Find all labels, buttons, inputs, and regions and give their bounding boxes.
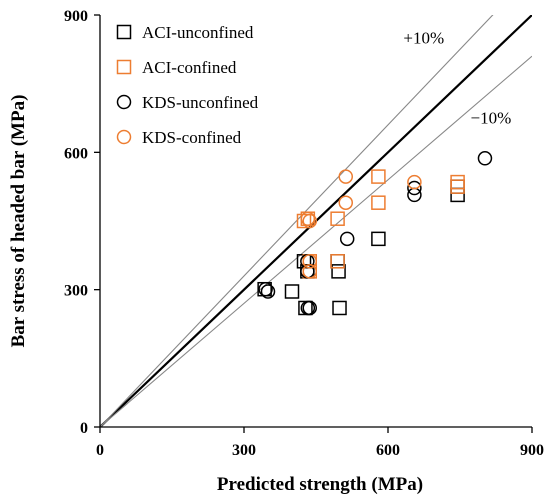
data-point-1-8 — [450, 179, 465, 194]
legend-label-0: ACI-unconfined — [142, 23, 254, 42]
data-point-3-0 — [300, 211, 316, 226]
reference-line-upper-bound — [100, 15, 494, 427]
data-point-3-5 — [338, 195, 354, 210]
legend: ACI-unconfined ACI-confined KDS-unconfined… — [116, 23, 259, 147]
x-tick-label: 0 — [96, 442, 104, 459]
y-axis-title: Bar stress of headed bar (MPa) — [8, 95, 29, 348]
data-point-0-5 — [330, 254, 345, 269]
data-point-0-1 — [284, 284, 300, 299]
legend-label-2: KDS-unconfined — [142, 93, 259, 112]
upper-bound-label: +10% — [403, 28, 444, 47]
legend-marker-2 — [116, 94, 132, 110]
data-point-0-9 — [450, 187, 465, 203]
legend-marker-1 — [116, 59, 132, 75]
data-point-1-5 — [330, 254, 345, 269]
data-point-1-7 — [371, 169, 386, 184]
data-point-1-4 — [330, 211, 345, 226]
data-point-1-0 — [296, 213, 312, 229]
data-point-2-6 — [339, 231, 355, 247]
axes-layer: 0 300 600 900 0 300 600 900 — [64, 8, 544, 459]
data-point-2-8 — [407, 180, 422, 196]
data-point-2-5 — [302, 300, 318, 316]
data-point-0-7 — [332, 300, 347, 316]
data-point-3-6 — [407, 174, 422, 190]
data-points-layer — [257, 151, 493, 316]
y-tick-label: 0 — [80, 420, 88, 437]
lower-bound-label: −10% — [471, 108, 512, 127]
x-tick-label: 300 — [232, 442, 256, 459]
x-axis-title: Predicted strength (MPa) — [217, 474, 423, 495]
legend-label-3: KDS-confined — [142, 128, 242, 147]
data-point-1-6 — [371, 195, 386, 210]
legend-marker-3 — [116, 129, 132, 145]
data-point-3-3 — [302, 264, 318, 279]
data-point-0-8 — [371, 231, 386, 247]
data-point-3-2 — [302, 254, 318, 269]
data-point-3-1 — [302, 213, 318, 229]
legend-marker-0 — [116, 24, 132, 40]
legend-label-1: ACI-confined — [142, 58, 237, 77]
y-tick-label: 600 — [64, 145, 88, 162]
y-tick-label: 900 — [64, 8, 88, 25]
x-tick-label: 900 — [520, 442, 544, 459]
data-point-3-4 — [338, 169, 354, 184]
y-tick-label: 300 — [64, 283, 88, 300]
data-point-0-6 — [331, 264, 346, 279]
data-point-2-1 — [260, 284, 276, 299]
data-point-0-10 — [450, 179, 465, 194]
labels-layer: +10% −10% Predicted strength (MPa) Bar stre… — [8, 28, 511, 495]
data-point-1-9 — [450, 174, 465, 190]
x-tick-label: 600 — [376, 442, 400, 459]
reference-line-lower-bound — [100, 55, 532, 427]
data-point-2-9 — [477, 151, 493, 166]
data-point-2-0 — [258, 281, 273, 297]
